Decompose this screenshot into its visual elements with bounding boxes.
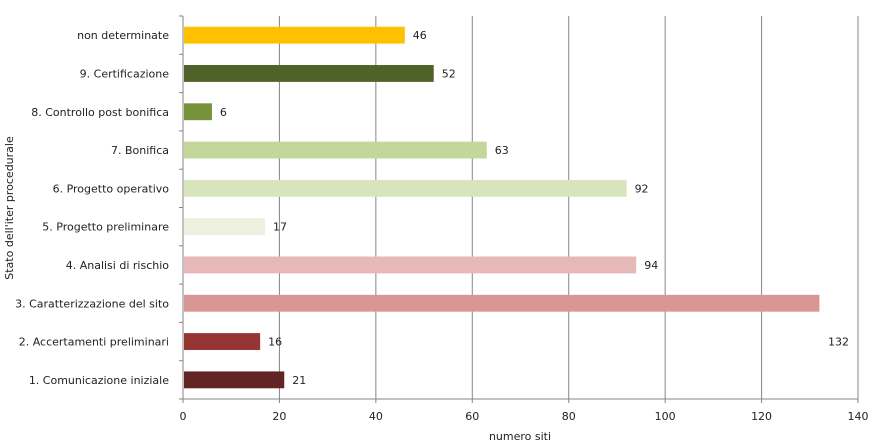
bars [184, 26, 820, 389]
bar-7 [184, 256, 637, 274]
x-tick-label-20: 20 [272, 410, 286, 423]
x-tick-label-80: 80 [562, 410, 576, 423]
category-label-4: 7. Bonifica [111, 144, 169, 157]
category-label-6: 5. Progetto preliminare [42, 221, 169, 234]
x-tick-label-120: 120 [751, 410, 772, 423]
x-tick-labels: 0 20 40 60 80 100 120 140 [180, 399, 869, 423]
bar-3 [184, 103, 212, 121]
bar-8 [184, 294, 820, 312]
value-label-7: 94 [644, 259, 658, 272]
value-labels: 46 52 6 63 92 17 94 132 16 21 [220, 29, 849, 387]
category-label-5: 6. Progetto operativo [53, 182, 170, 195]
category-label-3: 8. Controllo post bonifica [31, 106, 169, 119]
category-label-8: 3. Caratterizzazione del sito [15, 297, 169, 310]
category-label-1: non determinate [77, 29, 169, 42]
bar-9 [184, 333, 261, 350]
bar-1 [184, 26, 405, 44]
category-label-2: 9. Certificazione [80, 67, 170, 80]
y-axis-label: Stato dell'iter procedurale [3, 136, 16, 280]
category-label-7: 4. Analisi di rischio [66, 259, 170, 272]
value-label-10: 21 [292, 374, 306, 387]
x-tick-label-60: 60 [465, 410, 479, 423]
value-label-4: 63 [495, 144, 509, 157]
category-label-10: 1. Comunicazione iniziale [29, 374, 169, 387]
category-labels: non determinate 9. Certificazione 8. Contr… [15, 15, 183, 400]
value-label-1: 46 [413, 29, 427, 42]
bar-5 [184, 179, 627, 197]
value-label-3: 6 [220, 106, 227, 119]
x-tick-label-40: 40 [369, 410, 383, 423]
x-tick-label-0: 0 [180, 410, 187, 423]
x-tick-label-140: 140 [848, 410, 869, 423]
value-label-5: 92 [635, 182, 649, 195]
value-label-2: 52 [442, 67, 456, 80]
value-label-6: 17 [273, 221, 287, 234]
x-axis-label: numero siti [489, 430, 551, 443]
value-label-9: 16 [268, 336, 282, 349]
category-label-9: 2. Accertamenti preliminari [19, 336, 169, 349]
bar-2 [184, 65, 434, 82]
value-label-8: 132 [828, 336, 849, 349]
bar-6 [184, 218, 265, 236]
bar-4 [184, 141, 487, 159]
x-tick-label-100: 100 [655, 410, 676, 423]
bar-10 [184, 371, 285, 389]
